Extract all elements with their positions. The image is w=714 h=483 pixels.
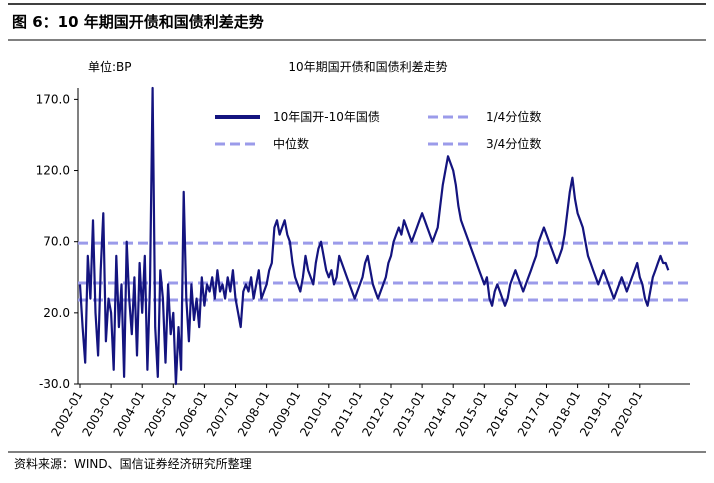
data-line — [78, 86, 670, 386]
figure-header: 图 6：10 年期国开债和国债利差走势 — [12, 13, 264, 31]
y-tick-label: 120.0 — [36, 164, 70, 178]
y-tick-label: 20.0 — [43, 306, 70, 320]
y-tick-label: -30.0 — [39, 377, 70, 391]
chart-title: 10年期国开债和国债利差走势 — [288, 60, 447, 74]
legend-label: 3/4分位数 — [486, 136, 541, 151]
y-tick-label: 170.0 — [36, 92, 70, 106]
unit-label: 单位:BP — [88, 59, 132, 74]
legend-label: 中位数 — [273, 136, 309, 151]
legend-label: 10年国开-10年国债 — [273, 110, 380, 124]
source-note: 资料来源：WIND、国信证券经济研究所整理 — [14, 456, 252, 471]
legend-label: 1/4分位数 — [486, 109, 541, 124]
y-tick-label: 70.0 — [43, 235, 70, 249]
